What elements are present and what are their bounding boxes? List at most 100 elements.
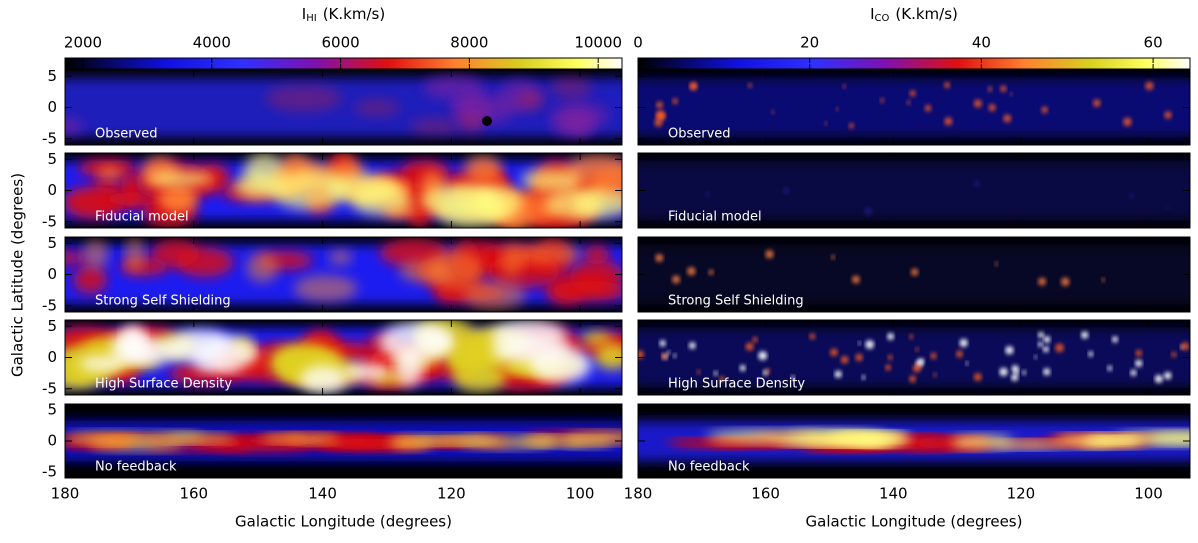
map-band: [638, 160, 1190, 221]
map-blob: [1060, 277, 1070, 287]
map-blob: [708, 269, 714, 275]
map-blob: [672, 98, 679, 105]
map-blob: [1101, 278, 1106, 282]
map-blob: [270, 170, 348, 210]
map-blob: [752, 336, 758, 343]
map-blob: [1111, 336, 1119, 343]
map-blob: [915, 347, 919, 352]
panel-label: No feedback: [668, 460, 750, 475]
y-tick-label: -5: [42, 379, 57, 397]
panel-label: No feedback: [95, 460, 177, 475]
map-blob: [745, 342, 754, 351]
map-blob: [1088, 351, 1094, 357]
colorbar-tick-label: 40: [972, 34, 991, 52]
x-tick-label: 140: [879, 485, 908, 503]
map-blob: [758, 351, 768, 361]
panel-label: Fiducial model: [668, 210, 762, 225]
map-blob: [1164, 111, 1172, 119]
y-tick-label: 5: [47, 150, 57, 168]
map-blob: [169, 329, 233, 363]
y-tick-label: 5: [47, 317, 57, 335]
colorbar: [64, 57, 623, 70]
map-blob: [638, 350, 645, 359]
map-blob: [1037, 341, 1043, 347]
panel-label: Strong Self Shielding: [95, 294, 231, 309]
map-blob: [160, 185, 195, 211]
map-blob: [973, 372, 982, 381]
map-blob: [343, 362, 390, 381]
map-blob: [243, 153, 285, 190]
map-blob: [300, 365, 347, 394]
map-blob: [545, 188, 605, 220]
map-blob: [824, 121, 828, 126]
x-tick-label: 160: [751, 485, 780, 503]
map-blob: [857, 341, 862, 345]
map-blob: [944, 82, 951, 89]
map-blob: [765, 368, 771, 374]
y-tick-label: 5: [47, 67, 57, 85]
map-blob: [278, 353, 302, 374]
map-blob: [987, 86, 993, 92]
map-blob: [887, 333, 895, 341]
map-blob: [739, 365, 746, 372]
map-blob: [910, 268, 919, 276]
map-blob: [912, 364, 921, 373]
map-blob: [918, 358, 925, 365]
y-tick-label: 0: [47, 348, 57, 366]
map-blob: [420, 184, 499, 219]
map-blob: [880, 98, 885, 103]
map-blob: [1003, 114, 1012, 123]
map-blob: [73, 265, 108, 294]
map-blob: [584, 244, 610, 265]
map-blob: [1145, 81, 1154, 91]
map-blob: [1107, 365, 1113, 371]
map-blob: [459, 114, 483, 135]
map-blob: [1043, 335, 1051, 343]
y-axis-label: Galactic Latitude (degrees): [9, 173, 27, 377]
colorbar-unit: (K.km/s): [323, 5, 385, 23]
colorbar-tick-label: 4000: [193, 34, 231, 52]
map-blob: [973, 99, 982, 108]
panel-label: Observed: [668, 127, 731, 142]
map-blob: [328, 250, 353, 265]
map-image: [638, 404, 1190, 478]
y-tick-label: 5: [47, 234, 57, 252]
map-image: [638, 153, 1190, 228]
x-tick-label: 100: [566, 485, 595, 503]
map-blob: [855, 353, 863, 362]
map-blob: [246, 252, 279, 283]
map-blob: [97, 166, 123, 180]
map-blob: [655, 253, 664, 263]
map-blob: [1009, 92, 1013, 96]
map-blob: [851, 275, 860, 284]
map-blob: [835, 107, 839, 111]
map-blob: [666, 351, 671, 355]
map-blob: [747, 83, 753, 88]
map-blob: [965, 361, 969, 365]
colorbar: [637, 57, 1191, 70]
map-blob: [65, 186, 126, 219]
map-blob: [840, 355, 849, 364]
map-blob: [1041, 106, 1049, 114]
panel-label: Fiducial model: [95, 210, 189, 225]
x-tick-label: 180: [624, 485, 653, 503]
colorbar-symbol: I: [302, 5, 306, 23]
map-blob: [1011, 373, 1019, 382]
map-blob: [1081, 331, 1089, 339]
map-blob: [500, 243, 525, 276]
panel-label: High Surface Density: [95, 377, 232, 392]
map-blob: [933, 373, 937, 377]
colorbar-label: ICO (K.km/s): [870, 5, 958, 25]
y-tick-label: -5: [42, 296, 57, 314]
map-blob: [462, 280, 526, 310]
map-blob: [452, 362, 507, 392]
map-blob: [1130, 369, 1137, 376]
map-blob: [930, 352, 937, 360]
map-blob: [146, 171, 215, 187]
map-blob: [659, 340, 666, 347]
map-blob: [561, 438, 614, 447]
colorbar-tick-label: 2000: [64, 34, 102, 52]
map-blob: [830, 348, 838, 357]
map-blob: [689, 83, 697, 90]
map-blob: [993, 441, 1065, 449]
